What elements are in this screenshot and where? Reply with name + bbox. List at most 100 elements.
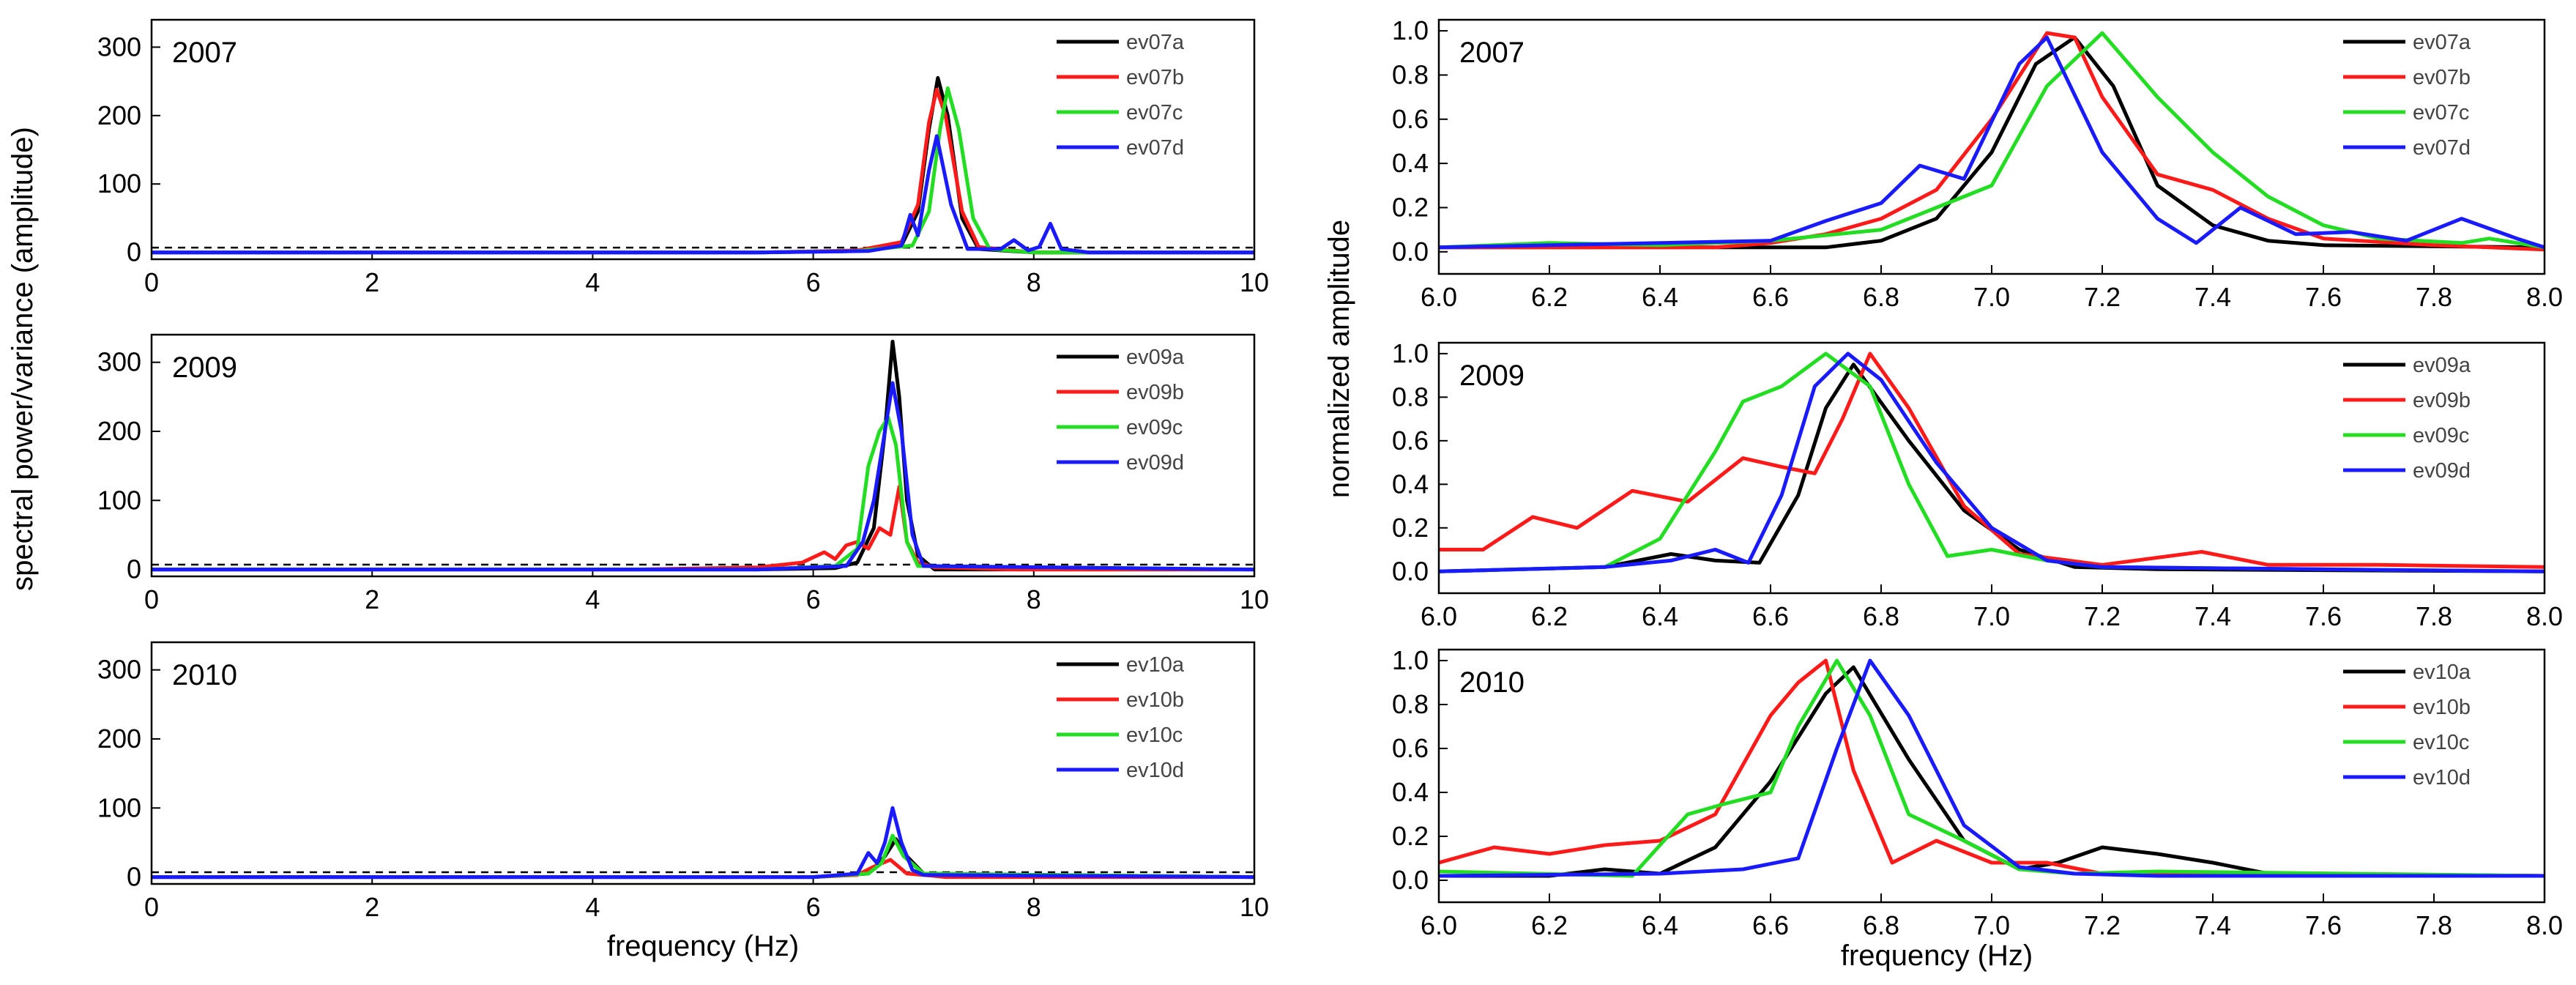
chart-panel-6: 6.0 6.2 6.4 6.6 6.8 7.0 7.2 7.4 7.6 7.8 8.0 0.0 0.2 0… (1392, 645, 2563, 940)
plot-frame (150, 18, 1256, 261)
plot-frame (1437, 341, 2546, 595)
x-tick-label: 6.8 (1863, 910, 1899, 940)
legend-label: ev10a (1126, 653, 1185, 677)
year-label: 2009 (1459, 360, 1525, 392)
y-tick-label: 1.0 (1392, 645, 1429, 675)
y-tick-label: 0.6 (1392, 425, 1429, 456)
legend-label: ev09b (2413, 389, 2471, 412)
x-tick-label: 7.8 (2416, 601, 2452, 631)
x-tick-label: 6.4 (1642, 282, 1678, 312)
series-line-ev09d (1439, 352, 2545, 573)
y-tick-label: 0.4 (1392, 777, 1429, 807)
x-tick-label: 4 (585, 584, 600, 614)
x-tick-label: 7.2 (2084, 282, 2121, 312)
y-tick-label: 0.2 (1392, 821, 1429, 851)
x-tick-label: 6.2 (1531, 282, 1568, 312)
y-tick-label: 0.2 (1392, 513, 1429, 543)
y-tick-label: 200 (97, 416, 141, 446)
y-tick-label: 200 (97, 724, 141, 754)
x-tick-label: 0 (144, 584, 159, 614)
y-tick-label: 300 (97, 655, 141, 685)
legend-label: ev09d (2413, 459, 2471, 483)
y-tick-label: 100 (97, 168, 141, 198)
x-tick-label: 7.6 (2305, 282, 2342, 312)
series-line-ev07b (152, 87, 1254, 255)
chart-panel-4: 6.0 6.2 6.4 6.6 6.8 7.0 7.2 7.4 7.6 7.8 8.0 0.0 0.2 0… (1392, 15, 2563, 312)
series-line-ev07a (1439, 35, 2545, 250)
y-tick-label: 0.4 (1392, 148, 1429, 178)
x-tick-label: 6.8 (1863, 601, 1899, 631)
y-tick-label: 0 (127, 554, 141, 584)
x-tick-label: 2 (365, 892, 379, 922)
x-tick-label: 7.0 (1973, 910, 2010, 940)
legend-label: ev10d (2413, 766, 2471, 789)
series-line-ev09d (152, 381, 1254, 572)
y-tick-label: 200 (97, 100, 141, 130)
y-tick-label: 0.0 (1392, 556, 1429, 586)
plot-frame (1437, 18, 2546, 275)
series-line-ev09c (152, 415, 1254, 572)
x-axis-title-right: frequency (Hz) (1841, 940, 2033, 972)
x-tick-label: 7.4 (2195, 601, 2231, 631)
series-group (152, 806, 1254, 880)
y-tick-label: 300 (97, 347, 141, 377)
x-tick-label: 4 (585, 892, 600, 922)
legend-label: ev10c (2413, 731, 2469, 754)
y-tick-label: 0.6 (1392, 733, 1429, 763)
y-tick-label: 0.6 (1392, 104, 1429, 134)
x-tick-label: 2 (365, 584, 379, 614)
series-line-ev10b (1439, 658, 2545, 878)
x-tick-label: 7.2 (2084, 601, 2121, 631)
y-tick-label: 0.8 (1392, 382, 1429, 412)
y-tick-label: 0.4 (1392, 469, 1429, 499)
plot-frame (1437, 648, 2546, 904)
x-tick-label: 6.0 (1421, 910, 1457, 940)
legend-label: ev07a (1126, 31, 1185, 54)
series-line-ev10c (152, 833, 1254, 880)
legend-label: ev09a (2413, 354, 2471, 377)
y-tick-label: 1.0 (1392, 15, 1429, 45)
series-line-ev09c (1439, 352, 2545, 573)
legend-label: ev09a (1126, 346, 1185, 369)
x-tick-label: 8.0 (2526, 282, 2563, 312)
x-axis-title-left: frequency (Hz) (607, 930, 799, 962)
plot-frame (150, 333, 1256, 578)
x-tick-label: 8.0 (2526, 910, 2563, 940)
series-line-ev07b (1439, 31, 2545, 252)
series-line-ev10d (152, 806, 1254, 880)
x-tick-label: 7.8 (2416, 910, 2452, 940)
y-tick-label: 0.8 (1392, 59, 1429, 89)
x-tick-label: 7.2 (2084, 910, 2121, 940)
x-tick-label: 2 (365, 267, 379, 297)
x-tick-label: 0 (144, 267, 159, 297)
x-tick-label: 6.2 (1531, 910, 1568, 940)
x-tick-label: 6.4 (1642, 601, 1678, 631)
series-line-ev09b (1439, 352, 2545, 569)
legend-label: ev07d (2413, 136, 2471, 160)
series-line-ev09b (152, 484, 1254, 572)
series-line-ev07a (152, 75, 1254, 255)
x-tick-label: 6.6 (1752, 282, 1789, 312)
x-tick-label: 7.6 (2305, 910, 2342, 940)
legend-label: ev09c (1126, 416, 1183, 439)
series-line-ev10d (1439, 658, 2545, 878)
legend-label: ev10a (2413, 661, 2471, 684)
x-tick-label: 6 (806, 267, 821, 297)
series-line-ev09a (1439, 363, 2545, 573)
chart-panel-5: 6.0 6.2 6.4 6.6 6.8 7.0 7.2 7.4 7.6 7.8 8.0 0.0 0.2 0… (1392, 338, 2563, 631)
x-tick-label: 7.6 (2305, 601, 2342, 631)
y-tick-label: 0.8 (1392, 689, 1429, 719)
series-line-ev09a (152, 339, 1254, 572)
year-label: 2007 (172, 37, 237, 69)
x-tick-label: 6.2 (1531, 601, 1568, 631)
y-tick-label: 0.0 (1392, 865, 1429, 895)
x-tick-label: 10 (1240, 584, 1269, 614)
series-line-ev07d (1439, 35, 2545, 250)
x-tick-label: 6.0 (1421, 601, 1457, 631)
x-tick-label: 10 (1240, 267, 1269, 297)
x-tick-label: 7.4 (2195, 282, 2231, 312)
series-group (1439, 352, 2545, 573)
year-label: 2010 (172, 659, 237, 691)
x-tick-label: 7.0 (1973, 601, 2010, 631)
